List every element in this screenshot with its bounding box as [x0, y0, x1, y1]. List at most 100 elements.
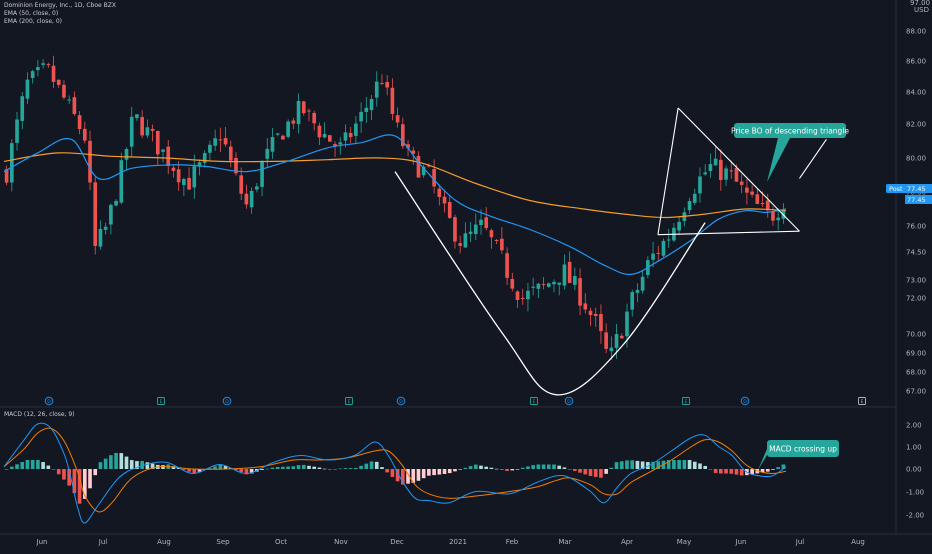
candle-body [541, 284, 546, 286]
macd-histogram-bar [546, 464, 551, 469]
macd-histogram-bar [515, 469, 520, 470]
candle-body [442, 196, 447, 204]
macd-histogram-bar [338, 468, 343, 470]
macd-histogram-bar [760, 469, 765, 473]
dividend-marker [564, 396, 574, 406]
macd-histogram-bar [312, 466, 317, 469]
candle-body [500, 238, 504, 251]
candle-body [416, 155, 421, 178]
macd-histogram-bar [192, 469, 197, 474]
candle-body [468, 231, 473, 234]
candle-body [771, 211, 775, 221]
candle-body [166, 146, 171, 167]
macd-histogram-bar [56, 469, 61, 475]
candle-body [479, 219, 483, 225]
candle-body [427, 165, 431, 167]
macd-histogram-bar [635, 460, 640, 469]
candle-body [234, 158, 238, 174]
candle-body [328, 135, 332, 142]
candle-body [656, 252, 661, 254]
candle-body [348, 132, 353, 138]
macd-histogram-bar [171, 466, 176, 469]
event-marker-glyph: D [399, 399, 403, 405]
candle-body [228, 146, 233, 161]
post-tag-value: 77.45 [907, 185, 926, 193]
macd-histogram-bar [270, 467, 275, 469]
dividend-marker [740, 396, 750, 406]
macd-histogram-bar [479, 465, 483, 469]
macd-histogram-bar [640, 461, 645, 469]
candle-body [275, 133, 280, 135]
macd-histogram-bar [453, 469, 457, 472]
macd-histogram-bar [687, 460, 692, 469]
macd-annotation-pointer [758, 449, 767, 470]
candle-body [531, 286, 535, 288]
candle-body [635, 289, 640, 293]
time-tick-label: May [677, 538, 691, 546]
macd-histogram-bar [135, 461, 139, 469]
candle-body [567, 261, 572, 284]
candle-body [395, 115, 400, 123]
macd-histogram-bar [619, 461, 624, 469]
price-tick-label: 84.00 [906, 89, 926, 97]
candle-body [515, 291, 520, 300]
macd-annotation-box [767, 440, 839, 457]
triangle-top-line [677, 107, 800, 232]
candle-body [176, 169, 181, 183]
macd-histogram-bar [703, 465, 708, 469]
earnings-marker [858, 397, 866, 405]
macd-histogram-bar [333, 468, 337, 470]
time-tick-label: 2021 [449, 538, 467, 546]
candle-body [135, 114, 139, 119]
macd-histogram-bar [729, 469, 734, 474]
macd-histogram-bar [182, 469, 186, 470]
macd-histogram-bar [432, 469, 436, 476]
candle-body [296, 100, 301, 125]
candle-body [25, 79, 30, 99]
candle-body [98, 228, 103, 247]
triangle-bottom-line [657, 230, 800, 236]
candle-body [677, 221, 681, 231]
candle-body [124, 148, 129, 160]
macd-tick-label: 1.00 [906, 444, 922, 452]
candle-body [573, 276, 577, 285]
dividend-marker [396, 396, 406, 406]
candle-body [765, 200, 770, 211]
time-tick-label: Jul [795, 538, 805, 546]
candle-body [437, 188, 442, 197]
candle-body [307, 110, 311, 112]
macd-histogram-bar [140, 460, 144, 469]
event-marker-glyph: D [567, 399, 571, 405]
price-annotation-pointer [767, 138, 790, 182]
price-annotation-box [734, 123, 846, 138]
macd-histogram-bar [536, 464, 541, 469]
candle-body [364, 107, 369, 112]
price-tick-label: 88.00 [906, 28, 926, 36]
candle-body [62, 84, 66, 98]
ema50-legend: EMA (50, close, 0) [4, 10, 59, 17]
macd-histogram-bar [614, 462, 619, 469]
macd-histogram-bar [296, 465, 301, 469]
candle-body [713, 158, 718, 166]
candle-body [223, 137, 228, 145]
candle-body [82, 128, 87, 141]
macd-histogram-bar [719, 469, 723, 474]
macd-histogram-bar [67, 469, 71, 486]
candle-body [692, 193, 697, 203]
candle-body [698, 176, 702, 194]
macd-histogram-bar [291, 466, 296, 469]
macd-histogram-bar [578, 469, 582, 473]
macd-histogram-bar [390, 469, 395, 477]
candle-body [249, 190, 254, 208]
candle-body [593, 313, 598, 316]
macd-histogram-bar [526, 466, 530, 469]
price-tick-label: 73.00 [906, 277, 926, 285]
candle-body [520, 298, 525, 300]
event-marker-glyph: E [160, 399, 163, 405]
macd-histogram-bar [708, 469, 713, 470]
candle-body [46, 64, 51, 66]
candle-body [15, 119, 19, 143]
candle-body [390, 87, 395, 114]
candle-body [458, 243, 462, 246]
